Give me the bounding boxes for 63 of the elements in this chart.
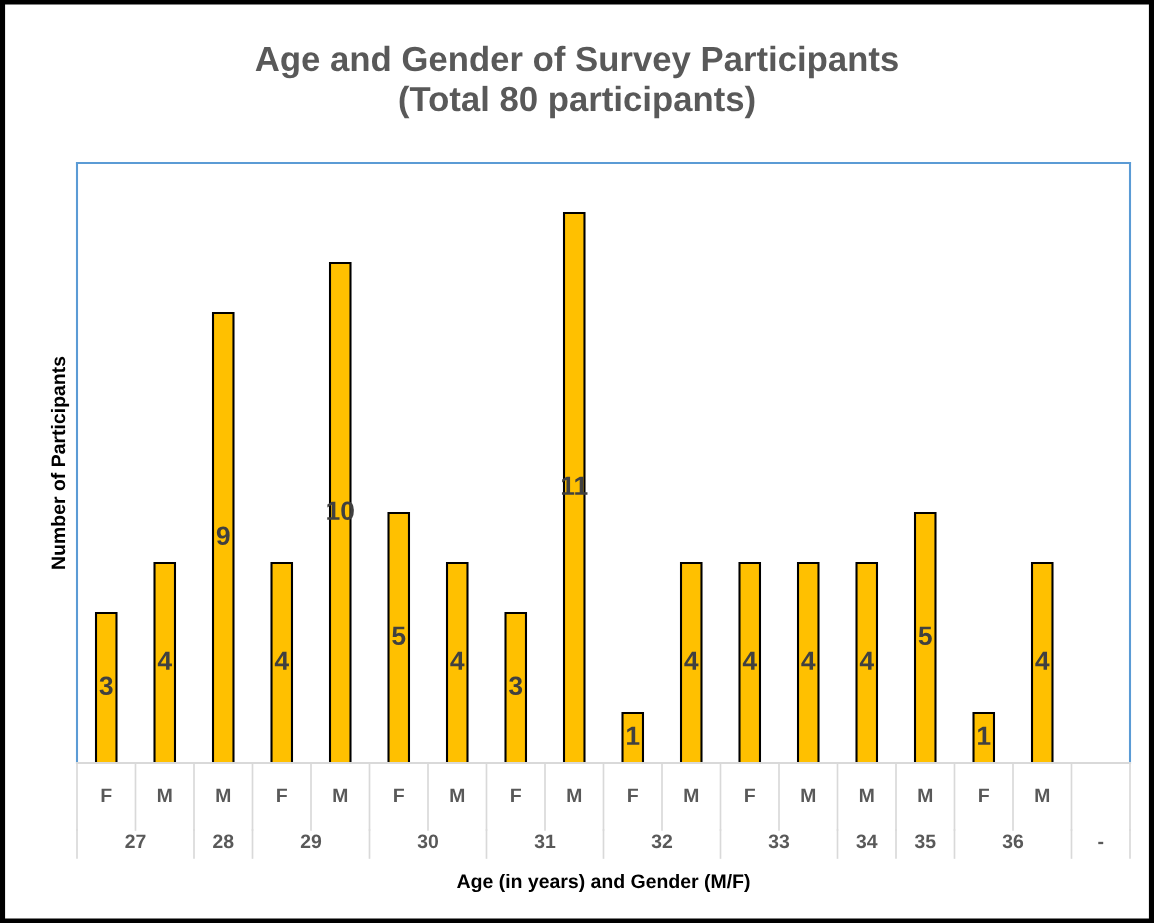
data-label: 4 <box>742 651 757 670</box>
text: 36 <box>1002 834 1024 849</box>
data-label: 4 <box>684 651 699 670</box>
data-label: 1 <box>978 726 991 745</box>
bar <box>738 561 762 763</box>
bar <box>504 611 528 763</box>
bar <box>211 311 235 763</box>
data-label: 4 <box>157 651 172 670</box>
text: 35 <box>914 834 936 849</box>
data-label: 4 <box>1035 651 1050 670</box>
x-tick-label: F <box>979 788 989 803</box>
x-tick-label: M <box>216 788 231 803</box>
x-tick-label: M <box>918 788 933 803</box>
bar <box>796 561 820 763</box>
text: - <box>1098 841 1104 845</box>
x-tick-label: M <box>801 788 816 803</box>
bar <box>855 561 879 763</box>
text: 32 <box>651 834 673 849</box>
bar <box>270 561 294 763</box>
bar <box>153 561 177 763</box>
bar <box>445 561 469 763</box>
x-tick-label: M <box>567 788 582 803</box>
x-tick-label: F <box>511 788 521 803</box>
bar <box>679 561 703 763</box>
data-label: 9 <box>216 526 230 546</box>
bar <box>621 711 645 763</box>
x-tick-label: F <box>101 788 112 803</box>
x-tick-label: M <box>684 788 699 803</box>
bar <box>1030 561 1054 763</box>
bar <box>972 711 996 763</box>
x-tick-label: M <box>1035 788 1050 803</box>
x-tick-label: F <box>628 788 638 803</box>
data-label: 5 <box>918 626 932 646</box>
text: 33 <box>768 834 790 849</box>
data-label: 1 <box>627 726 640 745</box>
text: 28 <box>213 834 234 849</box>
chart-title: Age and Gender of Survey Participants (Total 80 participants) <box>255 45 898 119</box>
bar <box>94 611 118 763</box>
data-label: 4 <box>450 651 465 670</box>
x-tick-label: M <box>333 788 348 803</box>
x-tick-label: F <box>277 788 287 803</box>
data-label: 4 <box>801 651 816 670</box>
data-label: 4 <box>859 651 874 670</box>
text: 34 <box>856 834 878 849</box>
data-label: 3 <box>99 676 113 696</box>
data-label: 3 <box>509 676 523 696</box>
data-label: 4 <box>274 651 289 670</box>
text: 27 <box>125 834 146 849</box>
bar <box>328 261 352 763</box>
bar <box>387 511 411 763</box>
x-tick-label: F <box>394 788 404 803</box>
x-tick-label: M <box>859 788 874 803</box>
bar <box>562 211 586 763</box>
text: 31 <box>534 834 556 849</box>
text: 30 <box>417 834 439 849</box>
data-label: 5 <box>392 626 406 646</box>
x-tick-label: M <box>157 788 172 803</box>
bar <box>913 511 937 763</box>
x-tick-label: F <box>745 788 755 803</box>
y-axis-title: Number of Participants <box>50 356 70 569</box>
x-axis-title: Age (in years) and Gender (M/F) <box>457 873 750 893</box>
x-tick-label: M <box>450 788 465 803</box>
text: 29 <box>300 834 322 849</box>
